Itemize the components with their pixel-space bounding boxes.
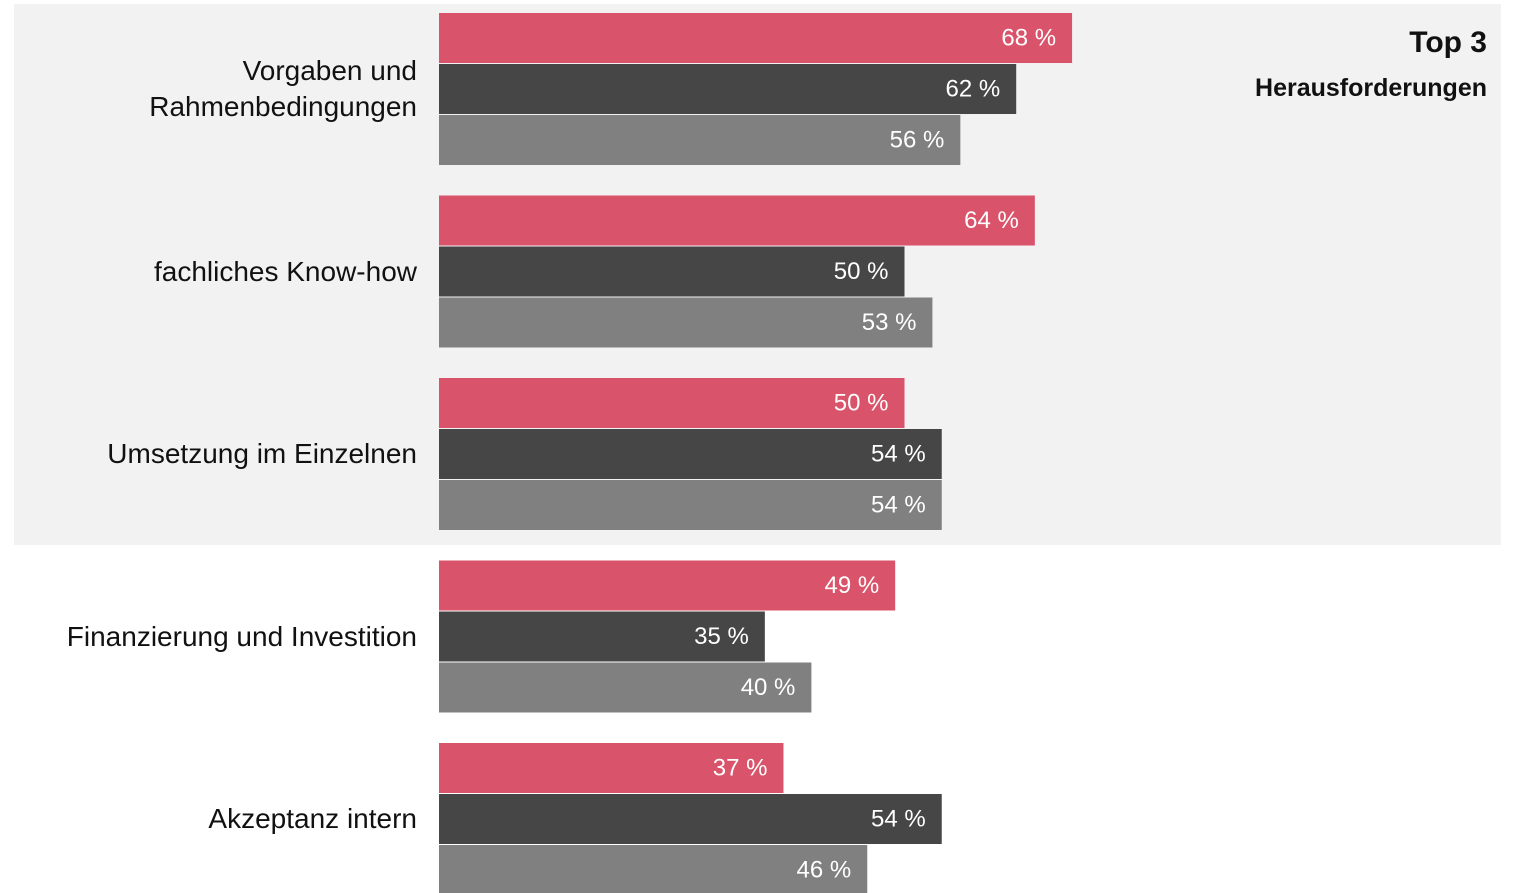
value-label: 56 %	[890, 126, 945, 153]
bar	[439, 794, 942, 844]
bar	[439, 297, 933, 348]
value-label: 54 %	[871, 805, 926, 832]
value-label: 54 %	[871, 491, 926, 518]
value-label: 46 %	[797, 856, 852, 883]
category-label: fachliches Know-how	[153, 255, 417, 287]
value-label: 50 %	[834, 258, 889, 285]
bar	[439, 64, 1017, 114]
value-label: 49 %	[824, 572, 879, 599]
bar	[439, 378, 905, 428]
bar	[439, 611, 765, 662]
annotation-subtitle: Herausforderungen	[1255, 74, 1487, 102]
bar	[439, 115, 961, 165]
value-label: 64 %	[964, 207, 1019, 234]
value-label: 37 %	[713, 754, 768, 781]
value-label: 50 %	[834, 389, 889, 416]
bar	[439, 195, 1035, 246]
annotation-title: Top 3	[1409, 26, 1487, 59]
bar	[439, 480, 942, 530]
category-label: Umsetzung im Einzelnen	[107, 438, 417, 469]
bar	[439, 246, 905, 297]
category-label: Finanzierung und Investition	[66, 620, 417, 652]
category-label: Vorgaben und Rahmenbedingungen	[149, 55, 417, 122]
bar	[439, 845, 868, 893]
bar	[439, 662, 812, 713]
bar	[439, 429, 942, 479]
value-label: 35 %	[694, 623, 749, 650]
value-label: 62 %	[946, 75, 1001, 102]
value-label: 53 %	[862, 309, 917, 336]
value-label: 54 %	[871, 440, 926, 467]
value-label: 68 %	[1001, 24, 1056, 51]
bar	[439, 743, 784, 793]
category-label: Akzeptanz intern	[208, 803, 417, 834]
bar	[439, 13, 1073, 63]
value-label: 40 %	[741, 674, 796, 701]
bar	[439, 560, 896, 611]
